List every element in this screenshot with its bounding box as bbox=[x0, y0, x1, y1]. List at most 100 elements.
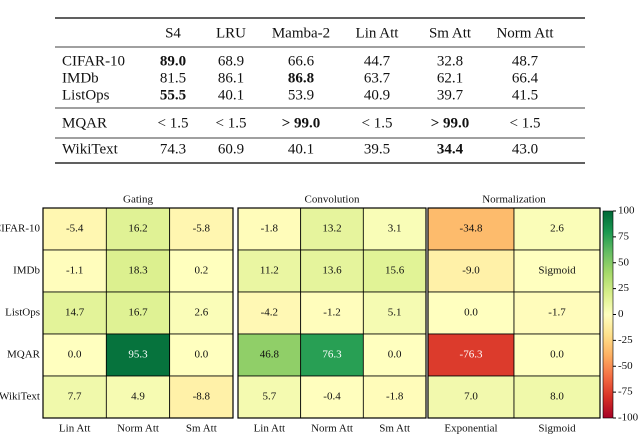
row-label: WikiText bbox=[62, 141, 119, 157]
x-tick-label: Sigmoid bbox=[538, 423, 576, 435]
cell-label: 95.3 bbox=[128, 349, 148, 361]
table-cell: < 1.5 bbox=[510, 115, 541, 131]
cell-label: 46.8 bbox=[260, 349, 280, 361]
x-tick-label: Sm Att bbox=[379, 423, 410, 435]
table-cell: 34.4 bbox=[437, 141, 464, 157]
cell-label: -9.0 bbox=[462, 265, 480, 277]
cell-label: -4.2 bbox=[261, 307, 278, 319]
table-cell: < 1.5 bbox=[158, 115, 189, 131]
row-label: ListOps bbox=[62, 87, 110, 103]
column-header: Lin Att bbox=[356, 25, 400, 41]
heatmap-cell bbox=[362, 249, 427, 293]
table-cell: 40.1 bbox=[288, 141, 314, 157]
table-cell: 55.5 bbox=[160, 87, 186, 103]
panel-title: Normalization bbox=[482, 194, 546, 206]
y-tick-label: WikiText bbox=[0, 391, 40, 403]
heatmap-cell bbox=[513, 249, 601, 293]
x-tick-label: Norm Att bbox=[117, 423, 159, 435]
cell-label: -5.8 bbox=[193, 223, 211, 235]
cell-label: 0.0 bbox=[550, 349, 564, 361]
column-header: Mamba-2 bbox=[272, 25, 330, 41]
panel-title: Gating bbox=[123, 194, 153, 206]
cell-label: 8.0 bbox=[550, 391, 564, 403]
colorbar-tick-label: 0 bbox=[618, 308, 624, 320]
table-cell: 40.1 bbox=[218, 87, 244, 103]
table-cell: 48.7 bbox=[512, 53, 539, 69]
heatmap-cell bbox=[42, 291, 107, 335]
cell-label: 13.2 bbox=[322, 223, 341, 235]
heatmap-cell bbox=[513, 291, 601, 335]
table-cell: 74.3 bbox=[160, 141, 186, 157]
table-cell: 39.5 bbox=[364, 141, 390, 157]
heatmap-cell bbox=[169, 375, 234, 419]
column-header: Sm Att bbox=[429, 25, 472, 41]
heatmap-cell bbox=[362, 375, 427, 419]
cell-label: 5.7 bbox=[262, 391, 276, 403]
table-cell: 86.8 bbox=[288, 70, 314, 86]
colorbar-tick-label: -100 bbox=[618, 412, 639, 424]
cell-label: 0.0 bbox=[464, 307, 478, 319]
cell-label: 15.6 bbox=[385, 265, 405, 277]
table-cell: 44.7 bbox=[364, 53, 391, 69]
heatmap-cell bbox=[300, 333, 364, 377]
cell-label: -0.4 bbox=[323, 391, 341, 403]
column-header: Norm Att bbox=[496, 25, 554, 41]
colorbar-tick-label: 50 bbox=[618, 256, 630, 268]
colorbar-tick-label: -75 bbox=[618, 386, 633, 398]
table-cell: 81.5 bbox=[160, 70, 186, 86]
table-cell: > 99.0 bbox=[282, 115, 321, 131]
cell-label: 0.0 bbox=[68, 349, 82, 361]
cell-label: 0.0 bbox=[388, 349, 402, 361]
x-tick-label: Lin Att bbox=[254, 423, 285, 435]
x-tick-label: Exponential bbox=[444, 423, 497, 435]
heatmap-cell bbox=[42, 207, 107, 251]
table-cell: < 1.5 bbox=[216, 115, 247, 131]
cell-label: -76.3 bbox=[460, 349, 483, 361]
row-label: MQAR bbox=[62, 115, 107, 131]
column-header: S4 bbox=[165, 25, 181, 41]
table-cell: 89.0 bbox=[160, 53, 186, 69]
cell-label: -1.8 bbox=[386, 391, 404, 403]
cell-label: 14.7 bbox=[65, 307, 85, 319]
heatmap-cell bbox=[300, 249, 364, 293]
cell-label: 7.7 bbox=[68, 391, 82, 403]
cell-label: 7.0 bbox=[464, 391, 478, 403]
colorbar-tick-label: 75 bbox=[618, 230, 630, 242]
cell-label: -5.4 bbox=[66, 223, 84, 235]
colorbar-tick-label: 25 bbox=[618, 282, 630, 294]
column-header: LRU bbox=[216, 25, 246, 41]
table-cell: 32.8 bbox=[437, 53, 463, 69]
table-cell: < 1.5 bbox=[362, 115, 393, 131]
y-tick-label: MQAR bbox=[7, 349, 41, 361]
heatmap-cell bbox=[300, 291, 364, 335]
cell-label: 0.2 bbox=[194, 265, 208, 277]
table-cell: 63.7 bbox=[364, 70, 391, 86]
heatmap-cell bbox=[42, 249, 107, 293]
cell-label: 18.3 bbox=[128, 265, 148, 277]
table-cell: 43.0 bbox=[512, 141, 538, 157]
colorbar bbox=[602, 210, 614, 419]
colorbar-tick-label: 100 bbox=[618, 205, 635, 217]
table-cell: 41.5 bbox=[512, 87, 538, 103]
table-cell: 68.9 bbox=[218, 53, 244, 69]
cell-label: 11.2 bbox=[260, 265, 279, 277]
cell-label: -8.8 bbox=[193, 391, 211, 403]
y-tick-label: IMDb bbox=[13, 265, 40, 277]
panel-title: Convolution bbox=[304, 194, 360, 206]
heatmap-cell bbox=[427, 333, 515, 377]
cell-label: 2.6 bbox=[194, 307, 208, 319]
heatmap-cell bbox=[169, 291, 234, 335]
cell-label: Sigmoid bbox=[538, 265, 576, 277]
cell-label: 16.2 bbox=[128, 223, 147, 235]
cell-label: 13.6 bbox=[322, 265, 342, 277]
x-tick-label: Norm Att bbox=[311, 423, 353, 435]
table-cell: 86.1 bbox=[218, 70, 244, 86]
cell-label: 16.7 bbox=[128, 307, 148, 319]
cell-label: 5.1 bbox=[388, 307, 402, 319]
cell-label: -34.8 bbox=[460, 223, 483, 235]
x-tick-label: Lin Att bbox=[59, 423, 90, 435]
cell-label: 76.3 bbox=[322, 349, 342, 361]
colorbar-tick-label: -50 bbox=[618, 360, 633, 372]
heatmap-cell bbox=[169, 249, 234, 293]
